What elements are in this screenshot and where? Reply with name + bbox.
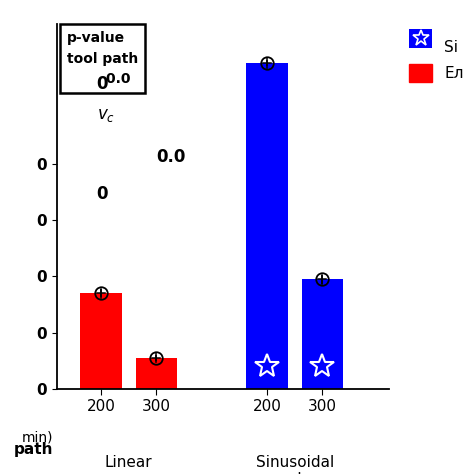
Text: 0: 0 [97, 75, 108, 93]
Bar [246, 63, 288, 389]
Text: 0.0: 0.0 [156, 148, 186, 166]
Text: Linear: Linear [105, 455, 153, 470]
Text: Sinusoidal
al: Sinusoidal al [255, 455, 334, 474]
Bar [136, 358, 177, 389]
Bar [81, 293, 122, 389]
Text: 0: 0 [97, 185, 108, 203]
Text: p-value
tool path
        0.0: p-value tool path 0.0 [67, 31, 138, 86]
Bar [301, 279, 343, 389]
Text: $v_c$: $v_c$ [97, 106, 115, 124]
Legend: Si, Ел: Si, Ел [403, 31, 470, 89]
Text: path: path [14, 442, 54, 456]
Text: min): min) [22, 431, 54, 445]
